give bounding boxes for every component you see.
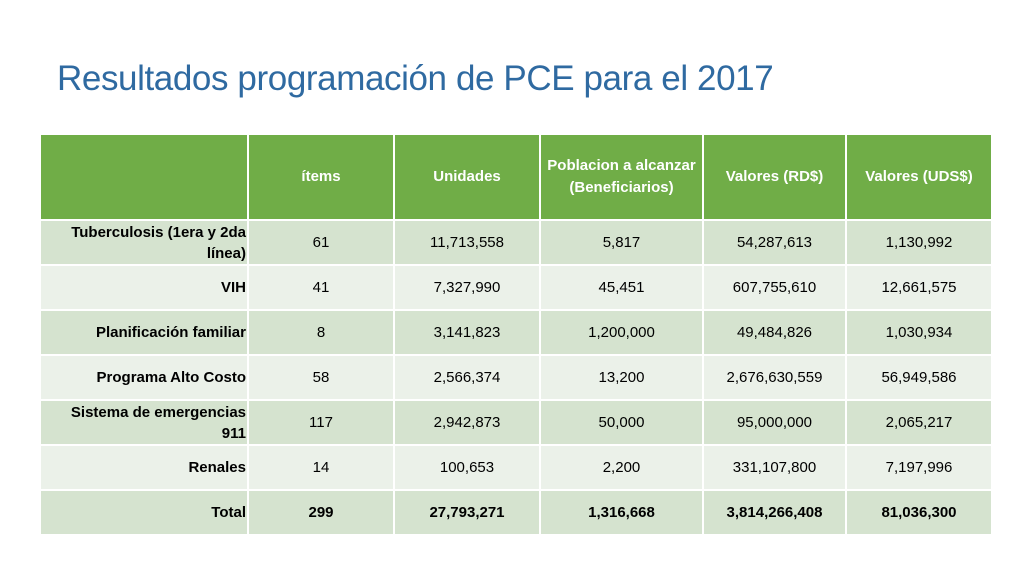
cell-items: 58 [247,354,395,401]
cell-units: 100,653 [393,444,541,491]
cell-values-rd: 2,676,630,559 [702,354,847,401]
cell-items: 117 [247,399,395,446]
cell-values-rd: 54,287,613 [702,219,847,266]
results-table: ítems Unidades Poblacion a alcanzar (Ben… [39,133,993,536]
cell-population: 1,316,668 [539,489,704,536]
cell-population: 13,200 [539,354,704,401]
table-row: Tuberculosis (1era y 2da línea) 61 11,71… [39,219,993,266]
header-units: Unidades [393,133,541,221]
cell-items: 61 [247,219,395,266]
row-label: Sistema de emergencias 911 [39,399,249,446]
cell-values-rd: 49,484,826 [702,309,847,356]
cell-units: 7,327,990 [393,264,541,311]
row-label: Total [39,489,249,536]
cell-values-rd: 331,107,800 [702,444,847,491]
cell-items: 41 [247,264,395,311]
cell-units: 2,942,873 [393,399,541,446]
cell-items: 14 [247,444,395,491]
cell-values-usd: 1,030,934 [845,309,993,356]
row-label: Programa Alto Costo [39,354,249,401]
cell-units: 11,713,558 [393,219,541,266]
cell-values-rd: 3,814,266,408 [702,489,847,536]
cell-units: 2,566,374 [393,354,541,401]
table-total-row: Total 299 27,793,271 1,316,668 3,814,266… [39,489,993,536]
cell-items: 8 [247,309,395,356]
cell-population: 50,000 [539,399,704,446]
cell-values-usd: 2,065,217 [845,399,993,446]
table-row: Renales 14 100,653 2,200 331,107,800 7,1… [39,444,993,491]
cell-values-usd: 12,661,575 [845,264,993,311]
cell-values-usd: 56,949,586 [845,354,993,401]
header-values-usd: Valores (UDS$) [845,133,993,221]
slide-title: Resultados programación de PCE para el 2… [57,59,774,98]
cell-items: 299 [247,489,395,536]
header-empty [39,133,249,221]
cell-units: 27,793,271 [393,489,541,536]
row-label: Planificación familiar [39,309,249,356]
cell-population: 45,451 [539,264,704,311]
table-row: Sistema de emergencias 911 117 2,942,873… [39,399,993,446]
cell-values-usd: 1,130,992 [845,219,993,266]
table-row: Programa Alto Costo 58 2,566,374 13,200 … [39,354,993,401]
table-header-row: ítems Unidades Poblacion a alcanzar (Ben… [39,133,993,221]
header-items: ítems [247,133,395,221]
cell-population: 5,817 [539,219,704,266]
table-row: VIH 41 7,327,990 45,451 607,755,610 12,6… [39,264,993,311]
cell-population: 1,200,000 [539,309,704,356]
cell-units: 3,141,823 [393,309,541,356]
cell-values-rd: 95,000,000 [702,399,847,446]
row-label: Tuberculosis (1era y 2da línea) [39,219,249,266]
cell-values-rd: 607,755,610 [702,264,847,311]
header-population: Poblacion a alcanzar (Beneficiarios) [539,133,704,221]
table-row: Planificación familiar 8 3,141,823 1,200… [39,309,993,356]
row-label: VIH [39,264,249,311]
header-values-rd: Valores (RD$) [702,133,847,221]
cell-population: 2,200 [539,444,704,491]
cell-values-usd: 7,197,996 [845,444,993,491]
row-label: Renales [39,444,249,491]
cell-values-usd: 81,036,300 [845,489,993,536]
